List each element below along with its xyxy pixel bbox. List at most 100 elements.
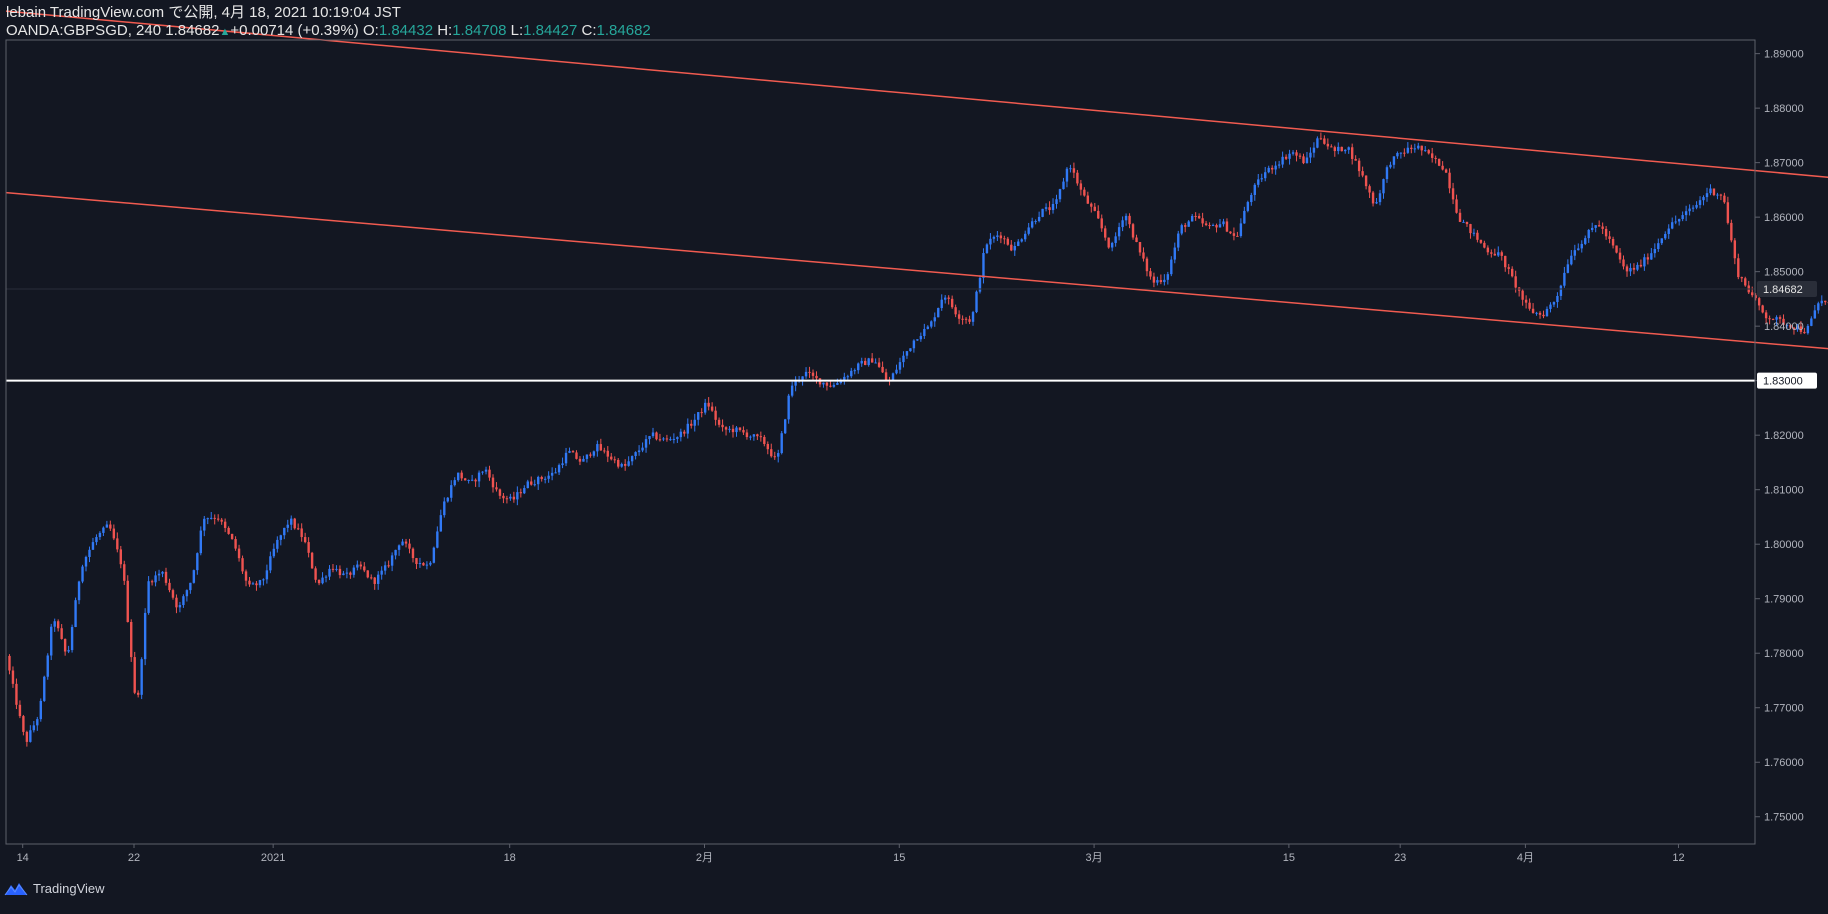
- candle-body: [1626, 266, 1628, 271]
- footer-brand-label: TradingView: [33, 881, 105, 896]
- x-tick-label: 4月: [1517, 852, 1534, 864]
- candle-body: [534, 484, 536, 485]
- candle-body: [1549, 305, 1551, 309]
- candle-body: [276, 540, 278, 549]
- candle-body: [683, 432, 685, 434]
- candle-body: [655, 432, 657, 439]
- candle-body: [307, 542, 309, 553]
- candle-body: [450, 485, 452, 498]
- candle-body: [134, 657, 136, 693]
- candle-body: [1097, 211, 1099, 218]
- candle-body: [1334, 147, 1336, 151]
- candle-body: [1591, 228, 1593, 230]
- candle-body: [1229, 232, 1231, 234]
- candle: [127, 575, 129, 622]
- candle-body: [1135, 238, 1137, 242]
- candle-body: [1647, 257, 1649, 259]
- candle-body: [1584, 238, 1586, 244]
- candle-body: [1320, 138, 1322, 139]
- candle-body: [234, 539, 236, 549]
- footer-brand[interactable]: TradingView: [4, 881, 105, 896]
- candle-body: [1348, 147, 1350, 150]
- candle-body: [864, 361, 866, 365]
- candle-body: [1104, 228, 1106, 237]
- candle-body: [854, 370, 856, 371]
- candle-body: [360, 565, 362, 567]
- candle-body: [1344, 150, 1346, 151]
- candle-body: [659, 439, 661, 440]
- candle-body: [1459, 213, 1461, 222]
- candle-body: [1469, 224, 1471, 233]
- candle-body: [1661, 238, 1663, 243]
- candle-body: [1094, 207, 1096, 211]
- candle-body: [954, 307, 956, 314]
- candle-body: [1636, 265, 1638, 270]
- candle-body: [1358, 161, 1360, 171]
- candle-body: [1598, 225, 1600, 226]
- candle-body: [711, 407, 713, 411]
- candle-body: [634, 452, 636, 456]
- candle: [71, 625, 73, 653]
- candle-body: [1066, 169, 1068, 182]
- candle-body: [1323, 138, 1325, 143]
- candle-body: [1045, 207, 1047, 209]
- candle-body: [1337, 147, 1339, 151]
- candle-body: [328, 569, 330, 577]
- candle-body: [297, 528, 299, 529]
- candle-body: [982, 253, 984, 278]
- candle: [1181, 224, 1183, 236]
- candle-body: [1010, 245, 1012, 251]
- candle-body: [1441, 166, 1443, 170]
- candle-body: [109, 525, 111, 529]
- candle-body: [127, 581, 129, 622]
- candle-body: [909, 348, 911, 351]
- candle-body: [565, 453, 567, 463]
- candle-body: [1163, 280, 1165, 282]
- close-value: 1.84682: [597, 22, 651, 39]
- candle-body: [975, 292, 977, 312]
- candle-body: [1278, 164, 1280, 165]
- candle: [1247, 201, 1249, 213]
- candle-body: [57, 621, 59, 628]
- candle-body: [220, 520, 222, 522]
- candle-body: [1494, 254, 1496, 256]
- candle-body: [1695, 205, 1697, 208]
- candle-body: [1744, 278, 1746, 285]
- candle: [231, 534, 233, 540]
- candle: [975, 290, 977, 313]
- candle-body: [137, 693, 139, 695]
- candle-body: [1208, 225, 1210, 226]
- y-tick-label: 1.79000: [1764, 594, 1804, 606]
- candle-body: [1365, 176, 1367, 187]
- candle-body: [1024, 234, 1026, 239]
- candle-body: [1354, 159, 1356, 161]
- candle: [144, 608, 146, 665]
- candle-body: [1720, 195, 1722, 196]
- candle-body: [408, 544, 410, 549]
- candle-body: [207, 518, 209, 519]
- candle-body: [989, 239, 991, 245]
- candle-body: [1654, 249, 1656, 253]
- candle-body: [746, 432, 748, 437]
- candle-body: [1361, 171, 1363, 175]
- candle-body: [387, 565, 389, 566]
- candle-body: [756, 434, 758, 436]
- candle-body: [822, 383, 824, 385]
- candle-body: [1153, 277, 1155, 283]
- candle-body: [1146, 259, 1148, 272]
- candle-body: [1431, 153, 1433, 158]
- candle-body: [1480, 240, 1482, 243]
- y-tick-label: 1.80000: [1764, 539, 1804, 551]
- candle-body: [1556, 296, 1558, 302]
- candle-body: [1434, 158, 1436, 159]
- x-tick-label: 15: [893, 852, 905, 864]
- candle: [1132, 223, 1134, 240]
- candle-body: [467, 480, 469, 481]
- candle-body: [460, 473, 462, 479]
- candle-body: [478, 473, 480, 482]
- candle-body: [1810, 318, 1812, 325]
- candle-body: [1410, 148, 1412, 149]
- candle-body: [1629, 268, 1631, 271]
- candle-body: [1309, 153, 1311, 158]
